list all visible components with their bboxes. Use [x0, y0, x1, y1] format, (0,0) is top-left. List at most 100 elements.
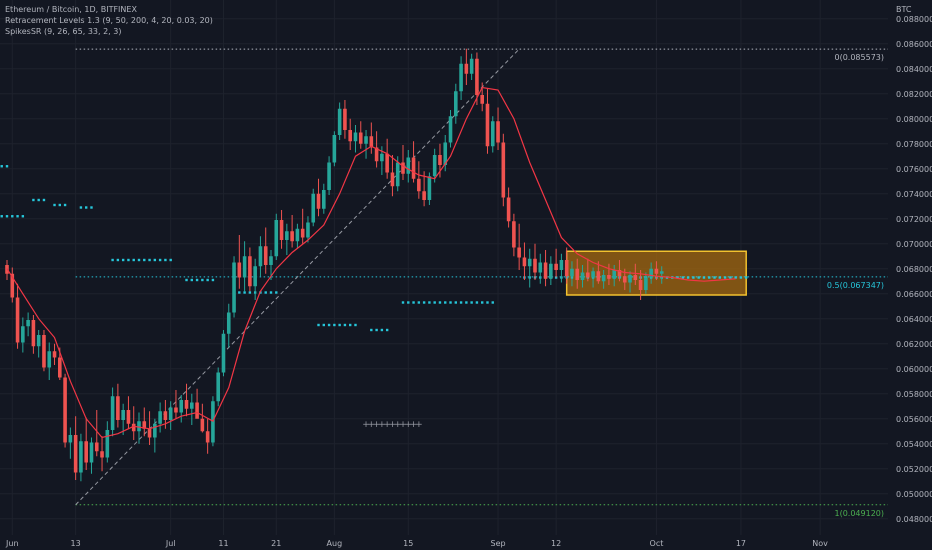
candle — [121, 403, 125, 435]
candle — [522, 242, 527, 280]
candle-body — [295, 228, 300, 242]
sr-dot — [127, 258, 130, 262]
candle-body — [601, 275, 606, 282]
sr-dot — [322, 323, 325, 327]
sr-dot — [116, 258, 120, 262]
candle — [343, 100, 347, 139]
candle — [559, 253, 564, 283]
sr-dot — [0, 165, 3, 168]
sr-dot — [42, 198, 46, 202]
candle — [612, 265, 616, 287]
candle — [607, 263, 611, 285]
sr-dot — [248, 291, 252, 294]
candle-body — [269, 256, 273, 265]
candle — [100, 436, 104, 472]
candle-body — [26, 320, 30, 327]
price-tick-label: 0.084000 — [896, 65, 932, 74]
candle-body — [158, 411, 162, 424]
sr-dot — [238, 291, 241, 294]
indicator-retracement-levels[interactable]: Retracement Levels 1.3 (9, 50, 200, 4, 2… — [5, 16, 213, 25]
candle-body — [659, 271, 664, 274]
time-axis[interactable]: Jun 13 Jul 11 21 Aug 15 Sep 12 Oct 17 Nov — [0, 535, 932, 550]
candle-body — [126, 410, 131, 424]
time-tick-label: Nov — [812, 539, 828, 548]
candle — [469, 53, 474, 80]
sr-dot — [37, 198, 40, 202]
sr-dot — [681, 276, 685, 279]
candle-body — [633, 275, 638, 280]
price-tick-label: 0.078000 — [896, 140, 932, 149]
sr-dot — [153, 258, 157, 262]
candle — [269, 250, 273, 280]
sr-dot — [16, 215, 19, 218]
candle — [63, 373, 67, 448]
candle-body — [221, 333, 226, 373]
price-tick-label: 0.086000 — [896, 40, 932, 49]
candle-body — [174, 407, 178, 413]
sr-dot — [465, 301, 468, 304]
sr-dot — [734, 276, 737, 279]
cross-mark: + — [368, 420, 376, 430]
symbol-title[interactable]: Ethereum / Bitcoin, 1D, BITFINEX — [5, 5, 137, 14]
candle-body — [607, 275, 611, 279]
candle-body — [369, 136, 374, 148]
sr-dot — [158, 258, 162, 262]
sr-dot — [264, 291, 267, 294]
price-tick-label: 0.060000 — [896, 365, 932, 374]
cross-mark: + — [399, 420, 407, 430]
indicator-spikes-sr[interactable]: SpikesSR (9, 26, 65, 33, 2, 3) — [5, 27, 122, 36]
candle — [628, 271, 632, 293]
candle-body — [190, 402, 194, 409]
candle-body — [216, 372, 220, 402]
sr-dot — [343, 323, 347, 327]
candle-body — [464, 63, 469, 74]
candle-body — [475, 58, 479, 95]
candle-body — [411, 157, 416, 179]
candle-body — [226, 312, 231, 334]
candle — [358, 121, 363, 149]
price-tick-label: 0.082000 — [896, 90, 932, 99]
price-tick-label: 0.062000 — [896, 340, 932, 349]
candle — [659, 266, 664, 284]
candle-body — [506, 197, 511, 222]
cross-mark: + — [415, 420, 423, 430]
sr-dot — [121, 258, 125, 262]
candle-body — [306, 222, 310, 238]
candle — [316, 178, 321, 217]
candle-body — [575, 268, 580, 280]
sr-dot — [412, 301, 415, 304]
cross-mark: + — [373, 420, 381, 430]
candle — [73, 416, 78, 480]
candle — [432, 148, 437, 183]
candle — [242, 241, 247, 292]
candle-body — [454, 91, 458, 117]
candle-body — [142, 421, 147, 429]
candle-body — [401, 162, 405, 174]
candle-body — [94, 442, 99, 452]
candle-body — [137, 421, 141, 432]
price-tick-label: 0.052000 — [896, 465, 932, 474]
candle — [79, 433, 83, 482]
candle — [527, 248, 532, 288]
sr-dot — [53, 203, 56, 207]
candle-body — [42, 335, 46, 368]
price-tick-label: 0.054000 — [896, 440, 932, 449]
candle-body — [131, 423, 136, 432]
sr-dot — [370, 328, 373, 332]
candle — [174, 390, 178, 419]
sr-dot — [438, 301, 442, 304]
candle-body — [258, 246, 263, 267]
candle — [84, 417, 88, 470]
candle — [94, 410, 99, 457]
candle — [490, 116, 495, 153]
price-tick-label: 0.072000 — [896, 215, 932, 224]
candle — [295, 223, 300, 249]
candle — [533, 243, 537, 280]
sr-dot — [481, 301, 484, 304]
candle-body — [353, 132, 358, 142]
candle-body — [200, 418, 205, 432]
candle — [153, 418, 157, 453]
